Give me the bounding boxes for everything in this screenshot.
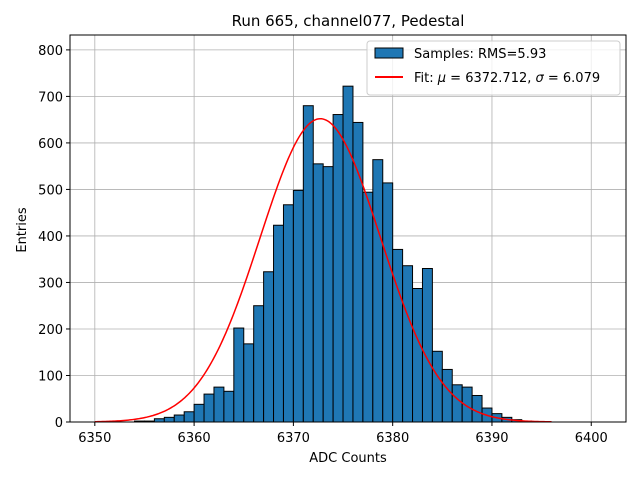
histogram-bar	[312, 163, 324, 423]
histogram-bar	[292, 189, 304, 423]
histogram-bar	[441, 368, 453, 423]
y-tick-label: 0	[55, 416, 63, 431]
histogram-bar	[263, 271, 275, 423]
legend-histogram-swatch	[374, 47, 404, 59]
x-tick-label: 6370	[277, 431, 310, 446]
histogram-bar	[451, 384, 463, 423]
y-tick-label: 500	[38, 183, 63, 198]
histogram-bar	[392, 248, 404, 423]
plot-frame	[69, 34, 627, 423]
x-axis-label: ADC Counts	[309, 451, 387, 466]
histogram-bar	[302, 105, 314, 423]
x-tick-label: 6400	[575, 431, 608, 446]
histogram-bar	[372, 159, 384, 423]
histogram-bar	[163, 416, 175, 423]
histogram-bar	[431, 350, 443, 423]
y-tick-label: 400	[38, 230, 63, 245]
bars-layer	[134, 85, 543, 423]
histogram-bar	[471, 394, 483, 423]
histogram-bar	[213, 386, 225, 423]
histogram-bar	[412, 288, 423, 423]
y-axis: 0 100 200 300 400 500 600 700 800	[38, 44, 70, 431]
histogram-bar	[421, 268, 433, 423]
histogram-bar	[273, 224, 284, 423]
histogram-bar	[233, 327, 245, 423]
chart-title: Run 665, channel077, Pedestal	[232, 12, 465, 30]
legend: Samples: RMS=5.93 Fit: μ = 6372.712, σ =…	[366, 40, 621, 96]
histogram-bar	[352, 121, 364, 423]
legend-fit-label: Fit: μ = 6372.712, σ = 6.079	[414, 71, 600, 86]
y-tick-label: 600	[38, 137, 63, 152]
legend-box	[366, 40, 621, 96]
x-axis: 6350 6360 6370 6380 6390 6400	[78, 422, 608, 446]
x-tick-label: 6380	[376, 431, 409, 446]
histogram-bar	[282, 204, 294, 423]
histogram-bar	[362, 191, 374, 423]
x-tick-label: 6350	[78, 431, 111, 446]
histogram-bar	[382, 182, 394, 423]
histogram-bar	[322, 166, 334, 423]
histogram-bar	[193, 403, 205, 423]
histogram-bar	[253, 305, 265, 423]
y-tick-label: 100	[38, 369, 63, 384]
histogram-bar	[342, 85, 354, 423]
y-tick-label: 300	[38, 276, 63, 291]
x-tick-label: 6360	[178, 431, 211, 446]
y-axis-label: Entries	[15, 207, 30, 253]
x-tick-label: 6390	[475, 431, 508, 446]
fit-curve	[94, 117, 552, 423]
histogram-bar	[203, 393, 215, 423]
histogram-bar	[223, 390, 235, 423]
histogram-bar	[332, 114, 344, 423]
y-tick-label: 200	[38, 323, 63, 338]
y-tick-label: 700	[38, 90, 63, 105]
histogram-bar	[243, 343, 255, 423]
histogram-bar	[402, 265, 414, 423]
y-tick-label: 800	[38, 44, 63, 59]
legend-histogram-label: Samples: RMS=5.93	[414, 47, 546, 62]
histogram-bar	[183, 411, 195, 423]
histogram-bar	[173, 414, 185, 423]
